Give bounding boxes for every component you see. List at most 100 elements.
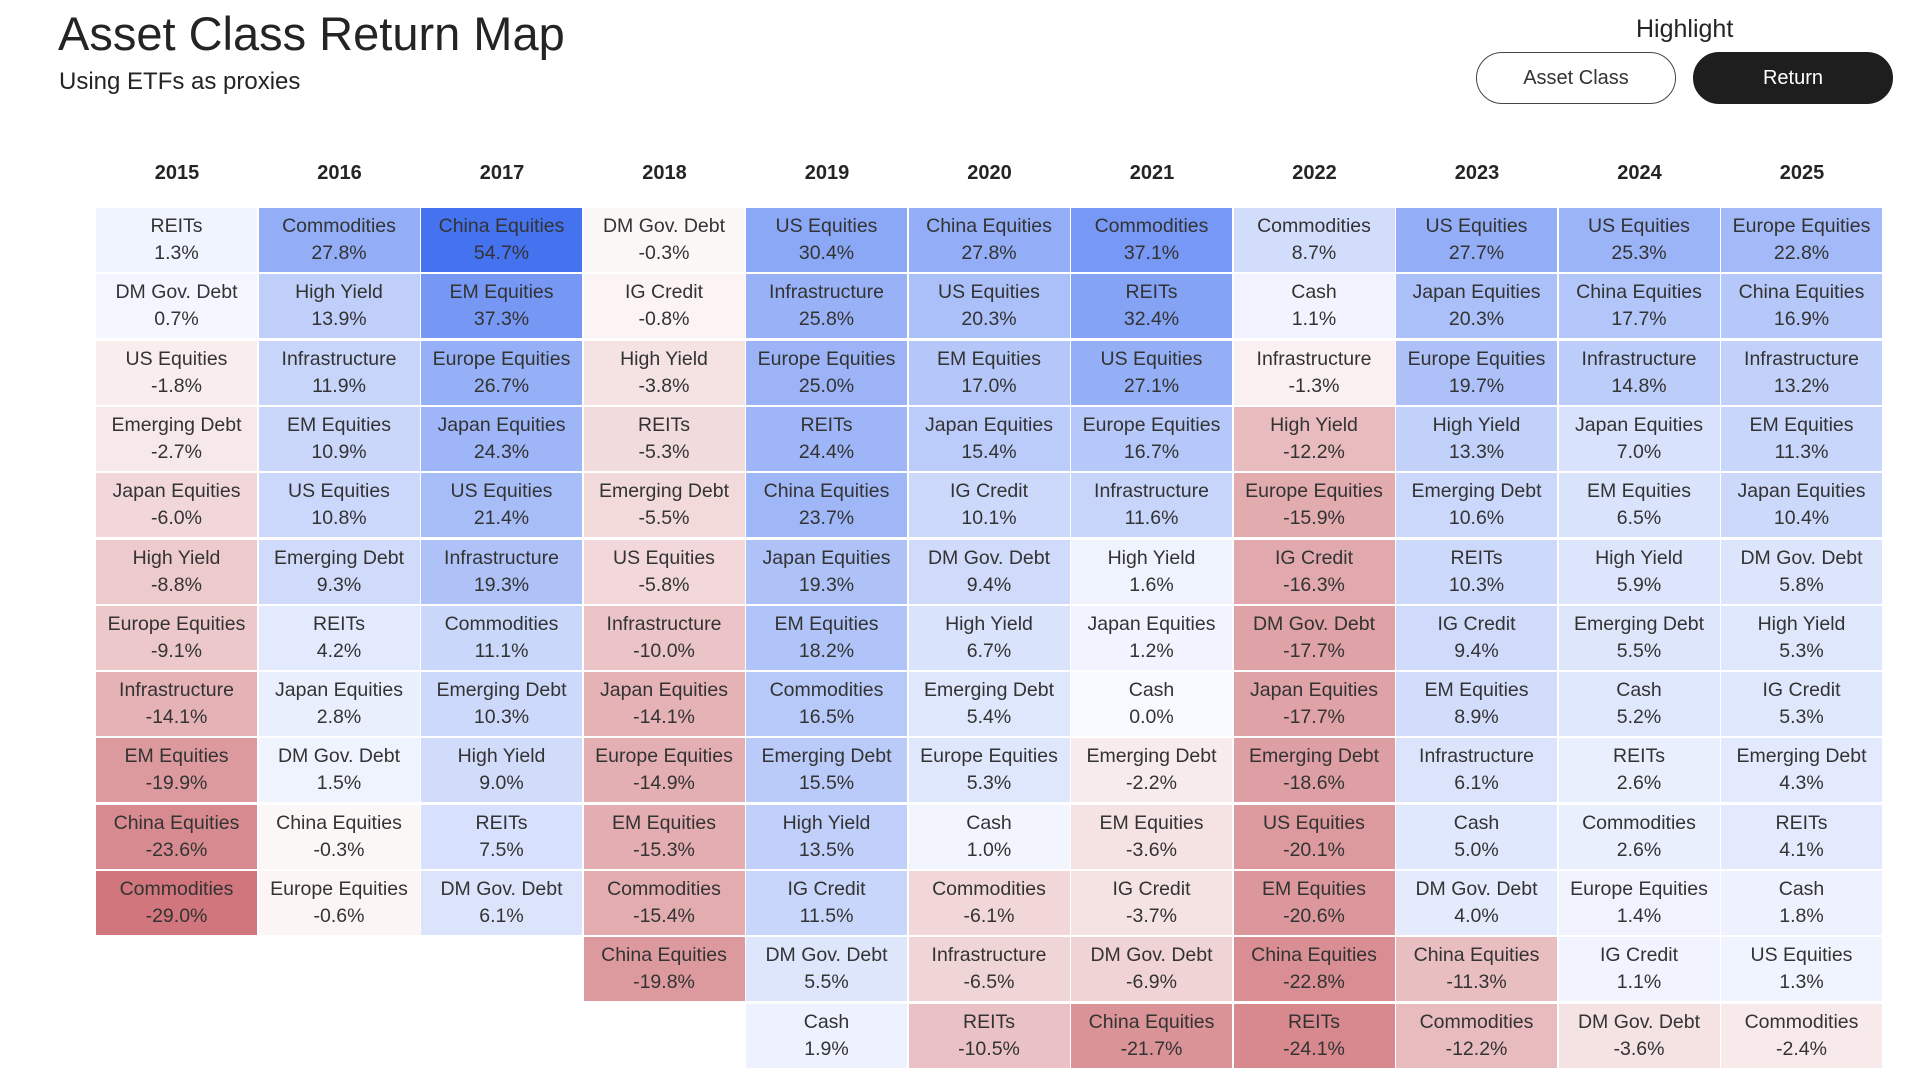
asset-label: China Equities bbox=[1738, 281, 1865, 304]
asset-label: Europe Equities bbox=[1407, 347, 1546, 370]
return-value: 19.7% bbox=[1448, 374, 1505, 397]
asset-label: EM Equities bbox=[1749, 413, 1854, 436]
return-cell: EM Equities 11.3% bbox=[1721, 406, 1883, 472]
return-value: -1.3% bbox=[1288, 374, 1340, 397]
return-cell: Commodities 27.8% bbox=[258, 208, 421, 273]
return-cell: Japan Equities -17.7% bbox=[1233, 672, 1396, 738]
return-value: 4.0% bbox=[1454, 905, 1499, 927]
return-cell: Europe Equities -15.9% bbox=[1233, 473, 1396, 539]
return-cell: Commodities 8.7% bbox=[1233, 208, 1396, 273]
asset-label: Infrastructure bbox=[1744, 347, 1859, 370]
return-value: -23.6% bbox=[145, 838, 208, 861]
return-value: 9.4% bbox=[1454, 639, 1499, 662]
asset-label: DM Gov. Debt bbox=[1252, 612, 1376, 635]
return-cell: Europe Equities -0.6% bbox=[258, 871, 421, 936]
asset-label: US Equities bbox=[125, 347, 228, 370]
year-header: 2017 bbox=[479, 162, 525, 184]
asset-label: China Equities bbox=[113, 811, 240, 834]
return-value: 9.4% bbox=[966, 573, 1012, 596]
return-cell: Emerging Debt 10.3% bbox=[421, 672, 583, 738]
return-cell: Cash 5.2% bbox=[1558, 672, 1721, 738]
asset-label: China Equities bbox=[1088, 1010, 1215, 1033]
asset-label: US Equities bbox=[450, 480, 553, 503]
return-cell: US Equities 20.3% bbox=[908, 274, 1071, 340]
return-value: 9.3% bbox=[316, 573, 362, 596]
return-value: 32.4% bbox=[1123, 308, 1180, 331]
return-value: 19.3% bbox=[798, 573, 855, 596]
return-value: 6.7% bbox=[966, 639, 1012, 662]
return-cell: High Yield 13.3% bbox=[1396, 406, 1558, 472]
asset-label: Commodities bbox=[769, 679, 884, 702]
return-value: 0.7% bbox=[154, 308, 199, 331]
asset-label: US Equities bbox=[1750, 944, 1853, 967]
page-subtitle: Using ETFs as proxies bbox=[59, 68, 301, 95]
asset-label: Europe Equities bbox=[1245, 480, 1383, 503]
return-value: 7.5% bbox=[479, 838, 524, 861]
asset-label: Commodities bbox=[1257, 215, 1371, 237]
return-value: 27.8% bbox=[961, 242, 1017, 264]
return-cell: Commodities 11.1% bbox=[421, 605, 583, 671]
asset-label: Europe Equities bbox=[595, 745, 733, 768]
return-value: 1.4% bbox=[1616, 905, 1662, 927]
return-cell: EM Equities 8.9% bbox=[1396, 672, 1558, 738]
asset-label: Europe Equities bbox=[1732, 215, 1871, 237]
return-value: 11.1% bbox=[474, 639, 529, 662]
return-value: 10.4% bbox=[1773, 507, 1830, 530]
asset-label: US Equities bbox=[1425, 215, 1528, 237]
return-value: 1.1% bbox=[1291, 308, 1337, 331]
asset-label: Japan Equities bbox=[925, 413, 1053, 436]
return-value: 22.8% bbox=[1773, 242, 1830, 264]
return-value: 17.7% bbox=[1611, 308, 1667, 331]
asset-label: Emerging Debt bbox=[761, 745, 892, 768]
return-cell: Commodities -15.4% bbox=[583, 871, 746, 936]
asset-label: IG Credit bbox=[1599, 944, 1679, 967]
return-value: 1.3% bbox=[154, 242, 199, 264]
asset-label: Commodities bbox=[607, 878, 721, 900]
return-cell: Infrastructure 14.8% bbox=[1558, 340, 1721, 406]
return-cell: Europe Equities 25.0% bbox=[746, 340, 908, 406]
return-cell: REITs 2.6% bbox=[1558, 738, 1721, 804]
highlight-return-button[interactable]: Return bbox=[1693, 52, 1893, 104]
return-cell: Japan Equities -6.0% bbox=[96, 473, 258, 539]
return-value: -10.0% bbox=[633, 639, 695, 662]
return-cell: High Yield 5.9% bbox=[1558, 539, 1721, 605]
return-value: -20.1% bbox=[1283, 838, 1345, 861]
asset-label: REITs bbox=[962, 1010, 1015, 1033]
return-value: 27.7% bbox=[1448, 242, 1505, 264]
asset-label: Emerging Debt bbox=[1411, 480, 1542, 503]
return-cell: China Equities 27.8% bbox=[908, 208, 1071, 273]
return-cell: REITs -10.5% bbox=[908, 1003, 1071, 1069]
return-cell: Commodities -29.0% bbox=[96, 871, 258, 936]
return-cell: DM Gov. Debt 4.0% bbox=[1396, 871, 1558, 936]
asset-label: EM Equities bbox=[1424, 679, 1529, 702]
asset-label: US Equities bbox=[938, 281, 1040, 304]
return-cell: China Equities -0.3% bbox=[258, 804, 421, 870]
asset-label: US Equities bbox=[1263, 811, 1365, 834]
return-value: -9.1% bbox=[151, 639, 202, 662]
return-cell: Europe Equities 22.8% bbox=[1721, 208, 1883, 273]
asset-label: Infrastructure bbox=[1094, 480, 1209, 503]
return-value: 24.4% bbox=[798, 440, 855, 463]
return-cell: EM Equities 6.5% bbox=[1558, 473, 1721, 539]
return-value: -1.8% bbox=[151, 374, 202, 397]
return-cell: Emerging Debt 4.3% bbox=[1721, 738, 1883, 804]
return-cell: Japan Equities 19.3% bbox=[746, 539, 908, 605]
asset-label: High Yield bbox=[1270, 413, 1358, 436]
asset-label: DM Gov. Debt bbox=[765, 944, 888, 967]
return-cell: Emerging Debt -2.7% bbox=[96, 406, 258, 472]
highlight-asset-class-button[interactable]: Asset Class bbox=[1476, 52, 1676, 104]
asset-label: Emerging Debt bbox=[111, 413, 242, 436]
return-value: -19.8% bbox=[633, 971, 695, 994]
asset-label: EM Equities bbox=[611, 811, 717, 834]
return-value: 6.1% bbox=[479, 905, 524, 927]
asset-label: Cash bbox=[1128, 679, 1175, 702]
asset-label: Europe Equities bbox=[920, 745, 1058, 768]
asset-label: EM Equities bbox=[286, 413, 392, 436]
asset-label: REITs bbox=[1125, 281, 1178, 304]
return-value: 1.0% bbox=[966, 838, 1012, 861]
return-cell: High Yield 13.5% bbox=[746, 804, 908, 870]
return-cell: Cash 0.0% bbox=[1071, 672, 1233, 738]
return-cell: High Yield 13.9% bbox=[258, 274, 421, 340]
asset-label: Infrastructure bbox=[606, 612, 722, 635]
return-value: 5.5% bbox=[1616, 639, 1662, 662]
